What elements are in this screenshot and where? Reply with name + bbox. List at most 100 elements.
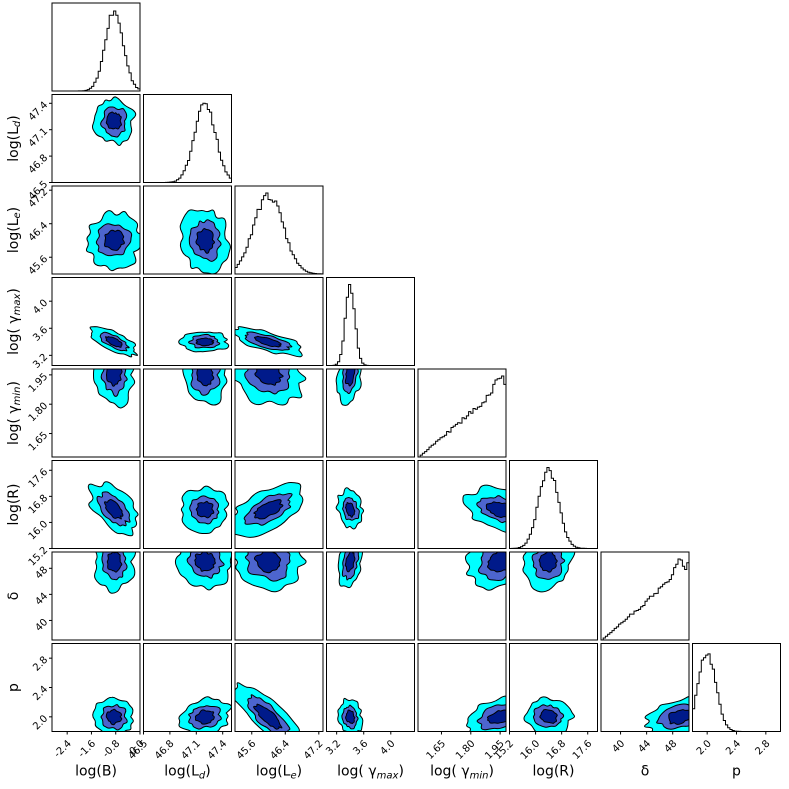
x-tick-label: 47.1 [179,738,203,762]
panel-frame [51,277,141,366]
y-tick-label: 3.6 [31,325,50,344]
panel-frame [417,643,507,732]
panel-logLe-vs-logLe [234,185,324,275]
panel-frame [234,368,324,458]
x-tick-label: 48 [663,738,680,755]
panel-frame [51,2,141,92]
panel-p-vs-delta: 40 44 48 δ [600,643,690,780]
x-tick-label: -0.8 [101,738,123,760]
x-tick-label: -1.6 [77,738,99,760]
contour-inner [539,709,558,724]
panel-logR-vs-logGmin [417,460,507,549]
panel-delta-vs-logGmin [417,551,507,641]
panel-frame [234,277,324,366]
panel-frame [417,460,507,549]
y-axis-label-logLe: log(Le) [6,207,23,253]
panel-logR-vs-logGmax [326,460,415,549]
panel-frame [143,277,232,366]
x-tick-label: 2.4 [724,738,743,757]
y-tick-label: 2.0 [31,713,50,732]
y-axis-label-delta: δ [6,592,22,601]
panel-logGmin-vs-logLe [234,368,324,458]
panel-frame [51,94,141,183]
panel-frame [417,368,507,458]
panel-delta-vs-logLd [143,551,232,641]
contour-inner [668,709,689,725]
y-tick-label: 1.80 [27,401,51,425]
y-tick-label: 16.0 [27,519,51,543]
histogram-logLd [143,102,232,183]
x-axis-label-logGmax: log( γmax) [337,764,404,782]
x-tick-label: 4.0 [378,738,397,757]
panel-frame [143,368,232,458]
contour-inner [345,709,356,724]
x-tick-label: 46.4 [268,738,292,762]
panel-frame [600,551,690,641]
contour-inner [194,709,215,725]
y-tick-label: 46.4 [27,220,51,244]
contour-inner [253,703,283,730]
panel-frame [234,643,324,732]
panel-p-vs-p: 2.0 2.4 2.8 p [692,643,781,780]
panel-frame [326,368,415,458]
panel-logGmin-vs-logGmin [417,368,507,458]
x-tick-label: 47.2 [302,738,326,762]
y-tick-label: 45.6 [27,254,51,278]
x-axis-label-logLd: log(Ld) [164,764,210,782]
panel-logGmax-vs-logB: 3.2 3.6 4.0 log( γmax) [6,277,141,371]
contour-inner [104,336,123,348]
panel-frame [143,94,232,183]
panel-p-vs-logLd: 46.5 46.8 47.1 47.4 log(Ld) [127,643,232,782]
x-tick-label: 45.6 [235,738,259,762]
panel-logGmin-vs-logLd [143,368,232,458]
contour-inner [106,552,123,573]
panel-frame [326,460,415,549]
contour-inner [344,552,356,573]
y-tick-label: 1.95 [27,371,51,395]
contour-inner [105,708,123,726]
y-axis-label-logR: log(R) [6,484,22,526]
panel-frame [417,551,507,641]
panel-frame [51,185,141,275]
panel-frame [234,551,324,641]
histogram-logR [509,467,598,549]
panel-logLd-vs-logLd [143,94,232,183]
contour-inner [253,335,282,348]
y-tick-label: 46.8 [27,153,51,177]
panel-logR-vs-logLe [234,460,324,549]
contour-inner [195,228,216,254]
contour-inner [254,369,284,386]
panel-delta-vs-logR [509,551,598,641]
panel-delta-vs-logLe [234,551,324,641]
x-tick-label: 46.8 [153,738,177,762]
contour-inner [538,552,558,573]
x-tick-label: 17.6 [571,738,595,762]
x-tick-label: 16.0 [519,738,543,762]
y-tick-label: 17.6 [27,467,51,491]
panel-logGmax-vs-logLd [143,277,232,366]
contour-inner [253,499,284,520]
y-tick-label: 44 [33,591,50,608]
panel-frame [51,368,141,458]
panel-frame [509,460,598,549]
panel-logGmax-vs-logGmax [326,277,415,366]
panel-logR-vs-logR [509,460,598,549]
contour-inner [253,552,282,574]
panel-frame [51,460,141,549]
x-tick-label: 3.2 [324,738,343,757]
panel-frame [143,643,232,732]
x-tick-label: 2.0 [695,738,714,757]
x-tick-label: 47.4 [206,738,230,762]
x-axis-label-delta: δ [641,764,650,780]
x-tick-label: 16.8 [545,738,569,762]
y-tick-label: 47.4 [27,100,51,124]
x-tick-label: -2.4 [52,738,74,760]
x-axis-label-logGmin: log( γmin) [430,764,494,782]
contour-inner [195,500,215,519]
y-axis-label-p: p [6,683,22,692]
